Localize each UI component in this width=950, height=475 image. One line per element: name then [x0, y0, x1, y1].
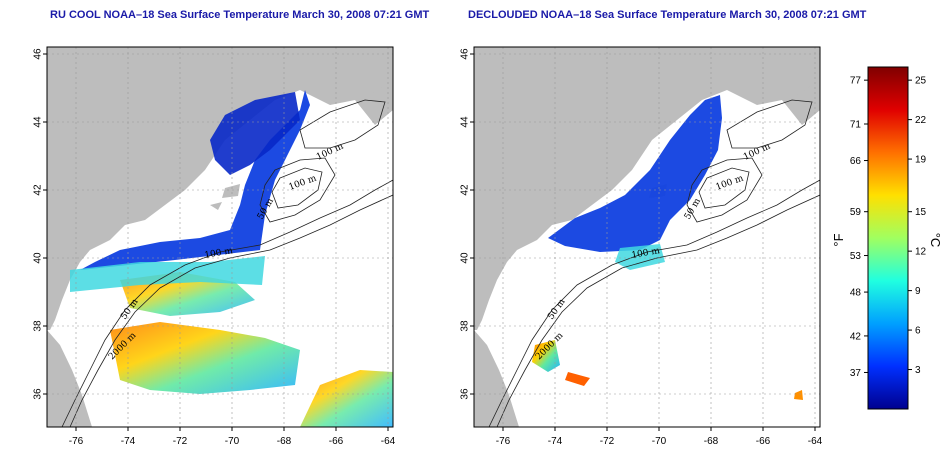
y-tick-label: 42: [33, 184, 44, 196]
celsius-tick-label: 22: [915, 115, 927, 126]
x-tick-label: -64: [808, 436, 823, 447]
temperature-colorbar: 77 71 66 59 53 48 42 37 25 22 19 15 12 9 6 3 °F °C: [831, 66, 943, 410]
fahrenheit-label: °F: [831, 233, 846, 246]
right-map-frame: [473, 46, 821, 428]
right-bathymetry-contours: [488, 99, 820, 427]
y-tick-label: 38: [33, 320, 44, 332]
y-tick-label: 38: [460, 320, 471, 332]
right-sst-cold-region: [548, 95, 722, 252]
x-tick-label: -74: [121, 436, 136, 447]
celsius-tick-label: 15: [915, 207, 927, 218]
left-map-title: RU COOL NOAA–18 Sea Surface Temperature …: [50, 9, 430, 21]
fahrenheit-tick-label: 77: [850, 76, 862, 87]
fahrenheit-tick-label: 71: [850, 120, 862, 131]
x-tick-label: -72: [173, 436, 188, 447]
celsius-label: °C: [928, 233, 943, 248]
left-map[interactable]: -76 -74 -72 -70 -68 -66 -64 36 38 40 42 44 46 100 m…: [33, 46, 396, 447]
contour-label: 100 m: [631, 246, 661, 261]
y-tick-label: 46: [33, 48, 44, 60]
right-sst-warm-patches: [532, 244, 803, 400]
y-tick-label: 40: [33, 252, 44, 264]
y-tick-label: 42: [460, 184, 471, 196]
celsius-tick-label: 19: [915, 155, 927, 166]
contour-label: 100 m: [742, 141, 773, 162]
left-grid: [47, 47, 393, 427]
celsius-tick-label: 6: [915, 326, 921, 337]
left-sst-cold-region: [80, 90, 310, 270]
celsius-tick-label: 3: [915, 365, 921, 376]
fahrenheit-tick-label: 59: [850, 207, 862, 218]
fahrenheit-tick-label: 42: [850, 331, 862, 342]
right-y-axis: 36 38 40 42 44 46: [460, 48, 474, 400]
right-map[interactable]: -76 -74 -72 -70 -68 -66 -64 36 38 40 42 44 46 100 m…: [460, 46, 823, 447]
celsius-tick-label: 9: [915, 286, 921, 297]
x-tick-label: -76: [69, 436, 84, 447]
y-tick-label: 36: [460, 388, 471, 400]
x-tick-label: -70: [652, 436, 667, 447]
right-x-axis: -76 -74 -72 -70 -68 -66 -64: [496, 427, 823, 447]
fahrenheit-tick-label: 48: [850, 288, 862, 299]
y-tick-label: 44: [33, 116, 44, 128]
colorbar-celsius-ticks: 25 22 19 15 12 9 6 3: [908, 76, 927, 376]
x-tick-label: -64: [381, 436, 396, 447]
x-tick-label: -72: [600, 436, 615, 447]
celsius-tick-label: 12: [915, 247, 927, 258]
x-tick-label: -68: [704, 436, 719, 447]
colorbar-ramp: [867, 66, 909, 410]
fahrenheit-tick-label: 37: [850, 368, 862, 379]
left-sst-warm-region: [70, 256, 393, 427]
left-map-frame: [46, 46, 394, 428]
celsius-tick-label: 25: [915, 76, 927, 87]
fahrenheit-tick-label: 53: [850, 251, 862, 262]
left-bathymetry-contours: [61, 99, 393, 427]
fahrenheit-tick-label: 66: [850, 156, 862, 167]
x-tick-label: -70: [225, 436, 240, 447]
y-tick-label: 40: [460, 252, 471, 264]
colorbar-fahrenheit-ticks: 77 71 66 59 53 48 42 37: [850, 76, 868, 379]
x-tick-label: -66: [756, 436, 771, 447]
x-tick-label: -68: [277, 436, 292, 447]
x-tick-label: -76: [496, 436, 511, 447]
x-tick-label: -66: [329, 436, 344, 447]
contour-label: 100 m: [315, 141, 346, 162]
y-tick-label: 36: [33, 388, 44, 400]
right-grid: [474, 47, 820, 427]
y-tick-label: 46: [460, 48, 471, 60]
right-map-title: DECLOUDED NOAA–18 Sea Surface Temperatur…: [468, 9, 867, 21]
left-x-axis: -76 -74 -72 -70 -68 -66 -64: [69, 427, 396, 447]
x-tick-label: -74: [548, 436, 563, 447]
y-tick-label: 44: [460, 116, 471, 128]
left-y-axis: 36 38 40 42 44 46: [33, 48, 47, 400]
contour-label: 100 m: [204, 246, 234, 261]
